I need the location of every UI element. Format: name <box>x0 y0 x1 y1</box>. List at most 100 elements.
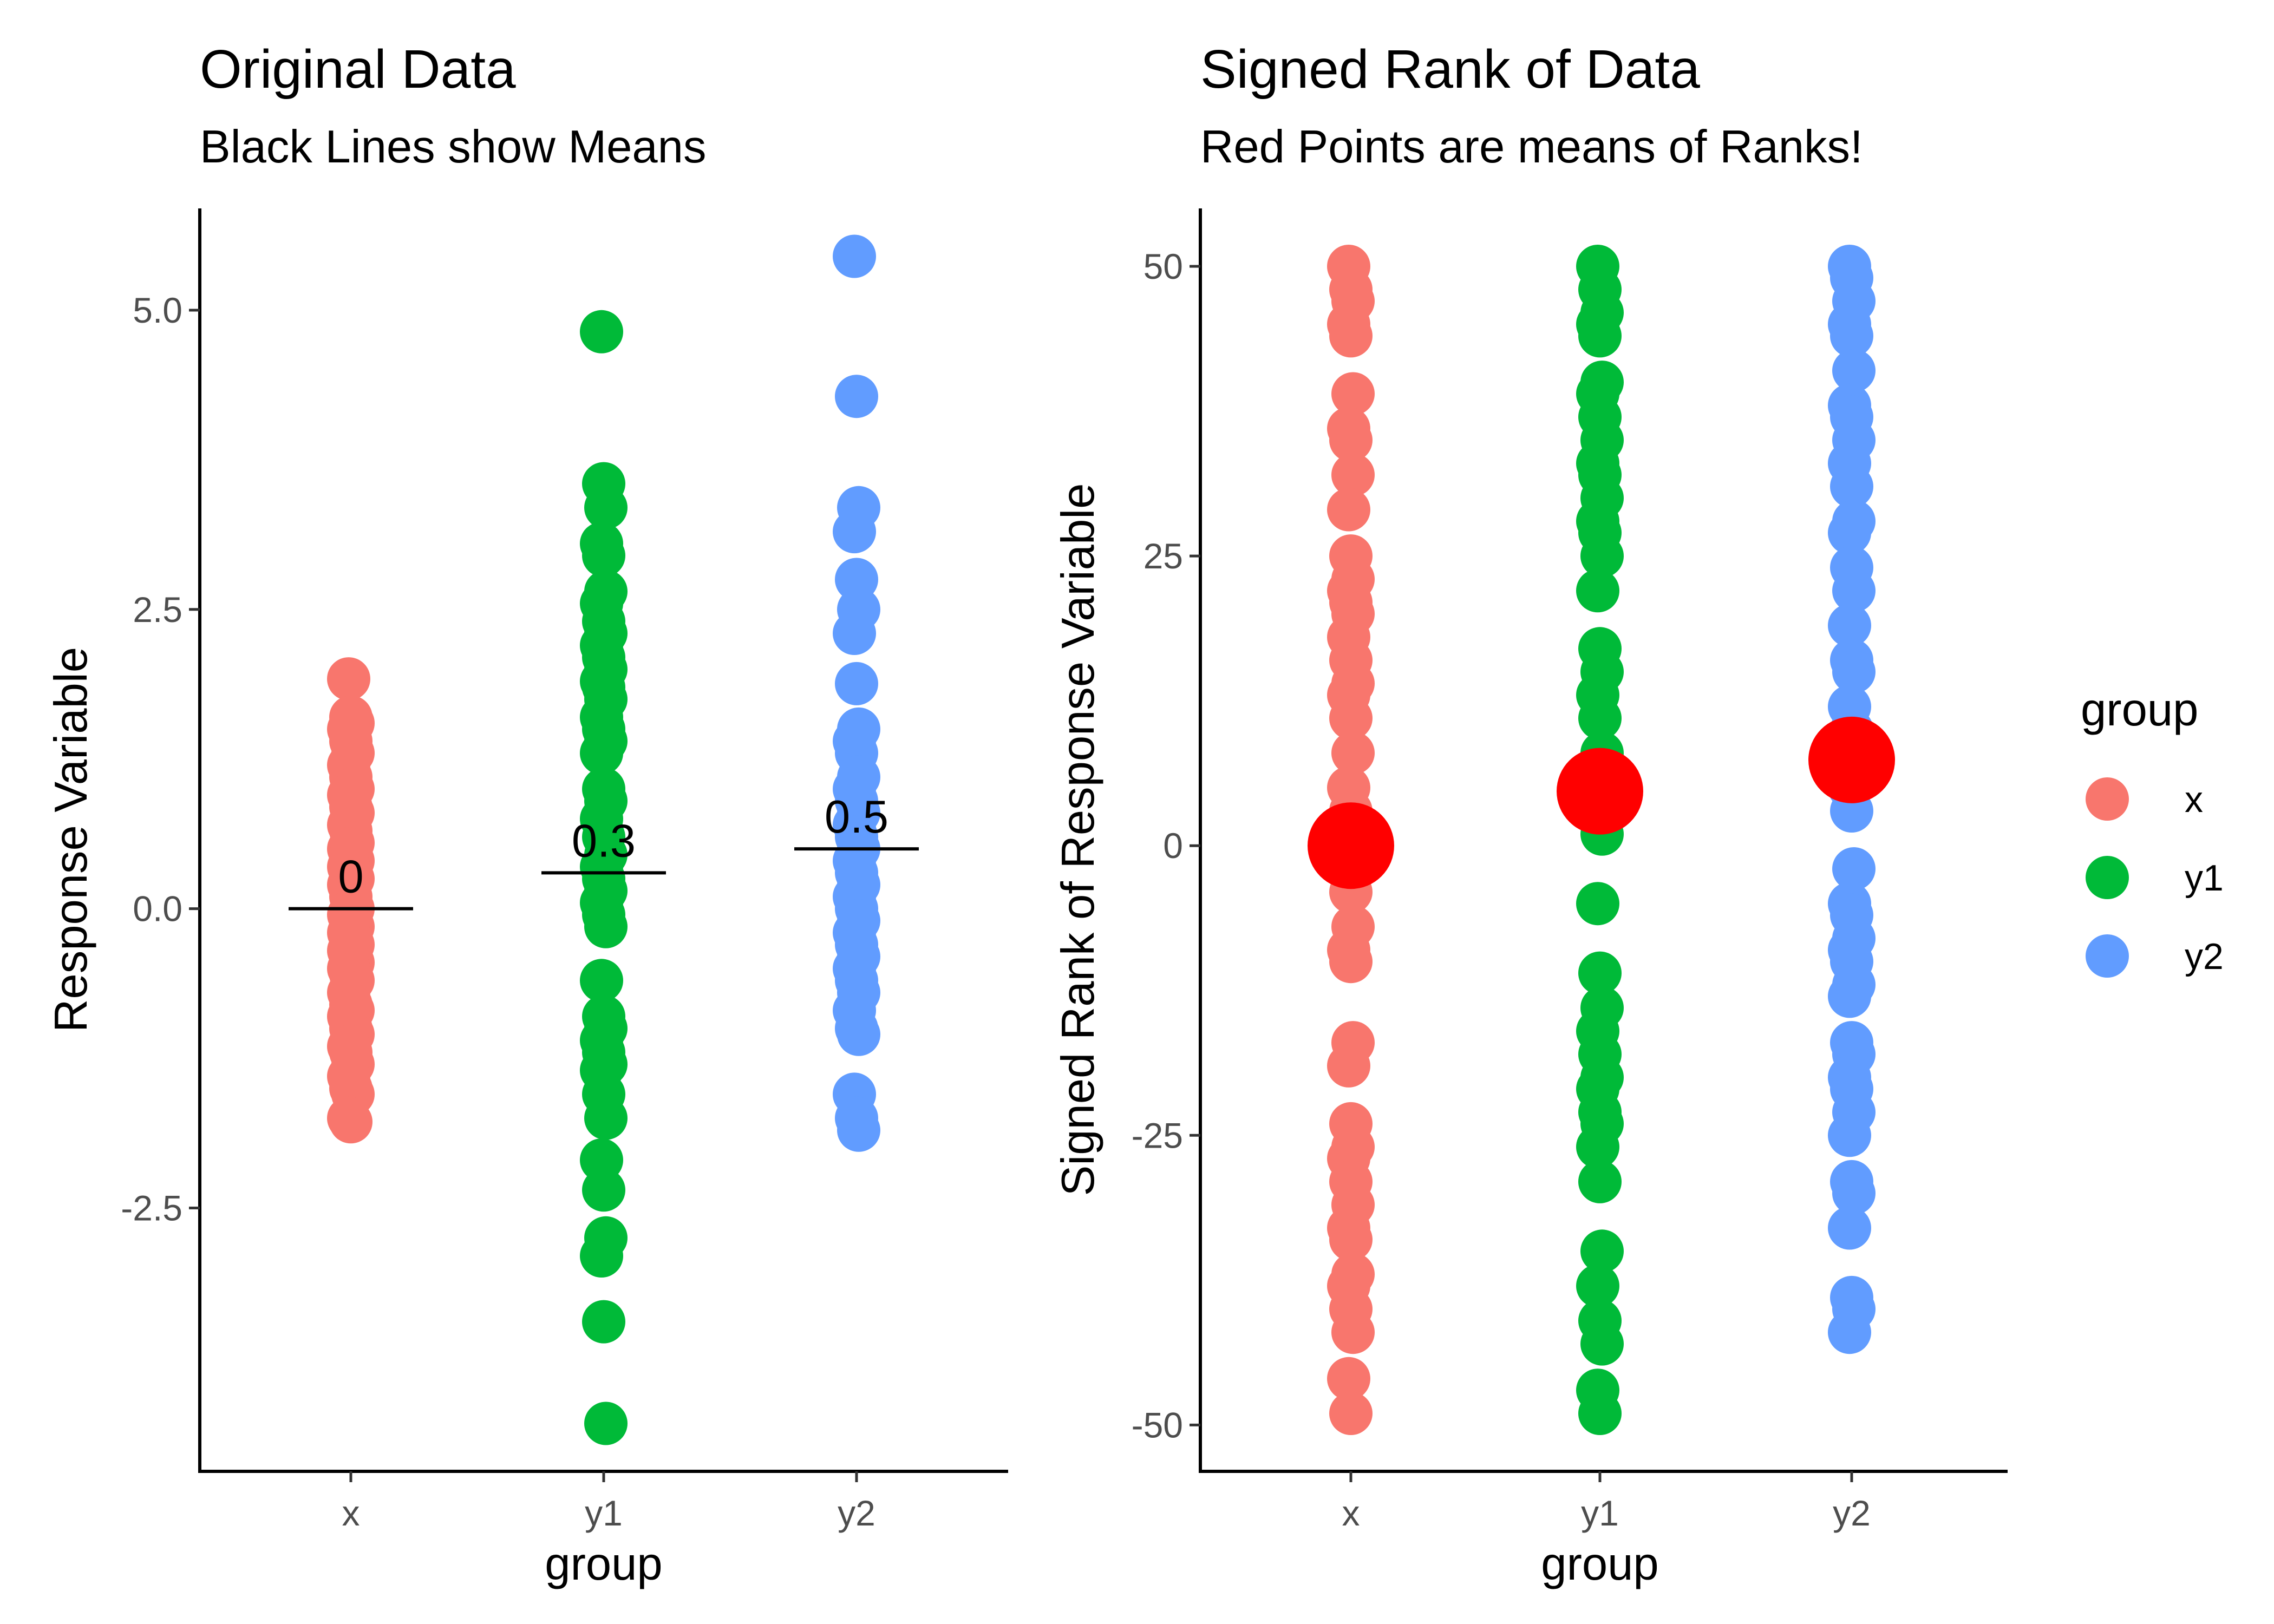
chart-subtitle: Red Points are means of Ranks! <box>1200 121 1863 173</box>
point-layer <box>1327 245 1876 1435</box>
point-layer <box>327 234 880 1445</box>
data-point-y1 <box>584 1096 628 1140</box>
data-point-y1 <box>1576 1264 1619 1308</box>
legend-label-y1: y1 <box>2185 857 2224 899</box>
x-tick-label: x <box>1342 1493 1360 1533</box>
data-point-y1 <box>1578 1392 1622 1435</box>
legend-key-y1 <box>2086 856 2129 899</box>
legend-label-x: x <box>2185 779 2203 820</box>
data-point-x <box>1329 314 1373 358</box>
data-point-y1 <box>1580 1229 1624 1273</box>
data-point-y2 <box>1832 1171 1876 1215</box>
data-point-y2 <box>1830 464 1873 508</box>
data-point-y2 <box>1830 314 1873 358</box>
data-point-y1 <box>582 1300 625 1344</box>
mean-point-y1 <box>1557 748 1643 835</box>
legend: group x y1 y2 <box>2081 684 2224 978</box>
data-point-y1 <box>1578 314 1622 358</box>
data-point-x <box>1329 1217 1373 1261</box>
data-point-y1 <box>1576 1125 1619 1169</box>
data-point-y1 <box>1578 951 1622 995</box>
data-point-y2 <box>835 375 878 418</box>
data-point-y2 <box>837 1012 880 1056</box>
y-tick-label: 0 <box>1163 826 1183 866</box>
x-tick-label: x <box>342 1493 360 1533</box>
mean-label-x: 0 <box>338 852 363 903</box>
mean-layer: 0 0.3 0.5 <box>289 791 919 911</box>
y-axis-label: Response Variable <box>45 647 97 1032</box>
mean-point-x <box>1308 802 1394 889</box>
data-point-y2 <box>1832 349 1876 392</box>
data-point-y1 <box>582 1168 625 1212</box>
data-point-x <box>327 657 370 701</box>
data-point-y2 <box>1828 604 1871 647</box>
data-point-y2 <box>1828 511 1871 555</box>
x-tick-label: y2 <box>1833 1493 1871 1533</box>
y-tick-label: 0.0 <box>133 889 182 929</box>
data-point-y2 <box>1828 1206 1871 1250</box>
data-point-y1 <box>584 486 628 529</box>
chart-subtitle: Black Lines show Means <box>200 121 706 173</box>
mean-point-y2 <box>1808 716 1895 803</box>
y-tick-label: 5.0 <box>133 290 182 330</box>
legend-label-y2: y2 <box>2185 936 2224 977</box>
data-point-x <box>329 1100 373 1144</box>
data-point-x <box>1331 731 1375 775</box>
y-tick-label: -2.5 <box>121 1188 182 1228</box>
mean-label-y2: 0.5 <box>825 791 888 843</box>
data-point-x <box>1329 418 1373 462</box>
data-point-y2 <box>833 612 876 655</box>
y-axis-label: Signed Rank of Response Variable <box>1053 483 1104 1196</box>
panel-signed-rank: Signed Rank of Data Red Points are means… <box>1053 39 2008 1590</box>
mean-label-y1: 0.3 <box>572 815 636 867</box>
data-point-y2 <box>837 1108 880 1152</box>
panel-original-data: Original Data Black Lines show Means Res… <box>45 39 1008 1590</box>
data-point-y1 <box>1576 882 1619 926</box>
data-point-y2 <box>1828 974 1871 1018</box>
data-point-y1 <box>1576 569 1619 613</box>
data-point-y1 <box>582 534 625 578</box>
data-point-y2 <box>1828 1311 1871 1354</box>
y-tick-label: 50 <box>1143 246 1183 286</box>
axes: -50 -25 0 25 50 x y1 y2 <box>1132 208 2008 1533</box>
data-point-y2 <box>1832 569 1876 613</box>
data-point-x <box>1329 940 1373 984</box>
x-tick-label: y1 <box>1581 1493 1619 1533</box>
data-point-y1 <box>580 1234 623 1278</box>
y-tick-label: -50 <box>1132 1405 1183 1445</box>
x-axis-label: group <box>1541 1538 1658 1590</box>
data-point-y1 <box>580 731 623 775</box>
data-point-x <box>1327 1044 1370 1088</box>
legend-key-y2 <box>2086 934 2129 978</box>
data-point-x <box>1331 453 1375 497</box>
data-point-x <box>1329 1392 1373 1435</box>
data-point-y1 <box>1580 1322 1624 1366</box>
mean-layer <box>1308 716 1895 889</box>
data-point-y2 <box>1832 847 1876 890</box>
data-point-x <box>1331 1311 1375 1354</box>
data-point-y1 <box>584 1402 628 1445</box>
data-point-y2 <box>833 510 876 554</box>
y-tick-label: 2.5 <box>133 590 182 630</box>
data-point-y1 <box>580 310 623 353</box>
data-point-x <box>1329 696 1373 740</box>
data-point-y1 <box>1580 534 1624 578</box>
x-tick-label: y1 <box>585 1493 623 1533</box>
legend-items: x y1 y2 <box>2086 777 2224 978</box>
y-tick-label: 25 <box>1143 536 1183 576</box>
chart-title: Signed Rank of Data <box>1200 39 1700 100</box>
x-tick-label: y2 <box>838 1493 875 1533</box>
x-axis-label: group <box>545 1538 662 1590</box>
chart-title: Original Data <box>200 39 516 100</box>
data-point-y2 <box>833 234 876 278</box>
data-point-y2 <box>1828 1114 1871 1157</box>
data-point-y1 <box>584 905 628 948</box>
data-point-x <box>1327 488 1370 532</box>
legend-key-x <box>2086 777 2129 821</box>
data-point-y2 <box>1832 650 1876 694</box>
data-point-x <box>1327 1357 1370 1400</box>
axes: -2.5 0.0 2.5 5.0 x y1 y2 <box>121 208 1008 1533</box>
data-point-y1 <box>580 959 623 1003</box>
